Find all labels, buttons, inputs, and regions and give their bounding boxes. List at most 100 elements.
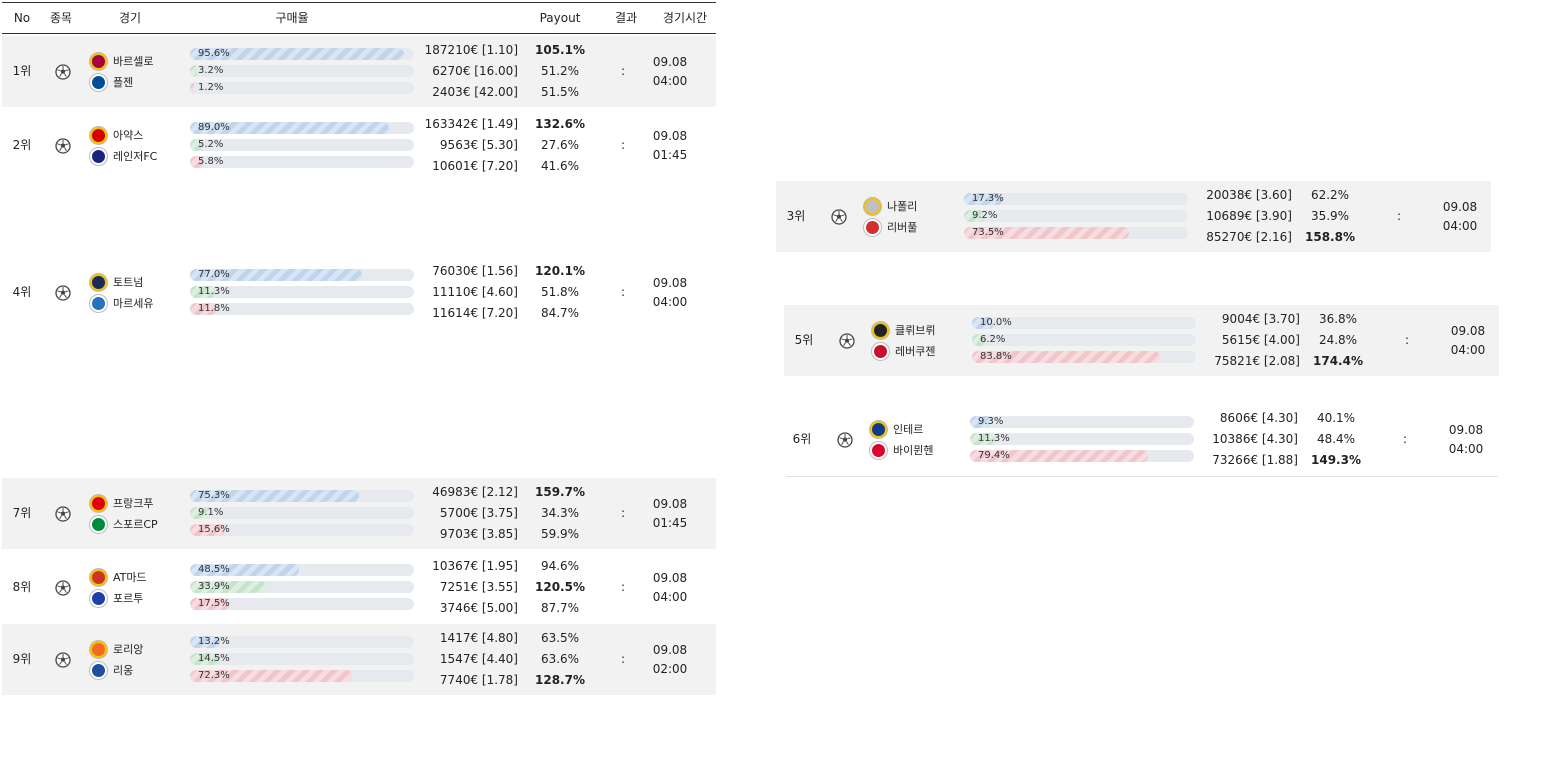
away-team[interactable]: 스포르CP (90, 515, 158, 533)
bet-amount: 163342€ [1.49] (424, 117, 518, 131)
match-time: 09.08 01:45 (640, 478, 700, 549)
club-brugge-logo-icon (872, 321, 889, 339)
buy-rate-fill (190, 286, 216, 298)
buy-rate-fill (190, 303, 217, 315)
buy-rate-fill (964, 210, 985, 222)
table-row[interactable]: 3위 나폴리 리버풀 17.3% 9.2% 73.5% 20038€ [3.60] 10689… (776, 181, 1491, 252)
rank-cell: 3위 (786, 209, 806, 223)
buy-rate-bar: 33.9% (190, 581, 414, 593)
away-team[interactable]: 리버풀 (864, 218, 917, 236)
buy-rate-percent: 33.9% (198, 581, 230, 592)
result-cell: : (620, 580, 626, 594)
home-team[interactable]: 나폴리 (864, 197, 917, 215)
match-clock: 02:00 (652, 661, 688, 676)
buy-rate-bar: 10.0% (972, 317, 1196, 329)
payouts-cell: 40.1% 48.4% 149.3% (1306, 404, 1366, 475)
buy-rate-bar: 17.5% (190, 598, 414, 610)
table-row[interactable]: 8위 AT마드 포르투 48.5% 33.9% 17.5% 10367€ [1.95] 725… (2, 552, 716, 623)
sport-cell (48, 36, 78, 107)
bet-amount: 9004€ [3.70] (1221, 312, 1300, 326)
buy-rate-percent: 13.2% (198, 636, 230, 647)
table-row[interactable]: 7위 프랑크푸 스포르CP 75.3% 9.1% 15.6% 46983€ [2.12] 57… (2, 478, 716, 549)
home-team-name: AT마드 (113, 571, 147, 584)
result-cell: : (1404, 333, 1410, 347)
buy-rate-bar: 79.4% (970, 450, 1194, 462)
payout-value: 51.8% (540, 285, 580, 299)
away-team[interactable]: 리옹 (90, 661, 133, 679)
match-clock: 01:45 (652, 147, 688, 162)
home-team[interactable]: 토트넘 (90, 273, 143, 291)
table-row[interactable]: 5위 클뤼브뤼 레버쿠젠 10.0% 6.2% 83.8% 9004€ [3.70] 5615… (784, 305, 1499, 376)
buy-rate-fill (190, 156, 203, 168)
match-clock: 04:00 (652, 73, 688, 88)
bet-amount: 20038€ [3.60] (1206, 188, 1292, 202)
col-time: 경기시간 (662, 11, 708, 25)
buy-rate-fill (190, 524, 225, 536)
away-team[interactable]: 레버쿠젠 (872, 342, 935, 360)
payout-value: 51.2% (540, 64, 580, 78)
payout-value: 41.6% (540, 159, 580, 173)
match-time: 09.08 04:00 (1436, 404, 1496, 475)
away-team-name: 마르세유 (113, 297, 154, 310)
buy-rate-fill (964, 193, 1003, 205)
away-team[interactable]: 포르투 (90, 589, 143, 607)
away-team-name: 바이뮌헨 (893, 444, 934, 457)
home-team[interactable]: 프랑크푸 (90, 494, 153, 512)
table-row[interactable]: 6위 인테르 바이뮌헨 9.3% 11.3% 79.4% 8606€ [4.30] 10386… (782, 404, 1497, 475)
payouts-cell: 120.1% 51.8% 84.7% (530, 257, 590, 328)
away-team[interactable]: 바이뮌헨 (870, 441, 933, 459)
home-team[interactable]: AT마드 (90, 568, 147, 586)
bet-amounts: 9004€ [3.70] 5615€ [4.00] 75821€ [2.08] (1160, 305, 1300, 376)
buy-rate-bars: 17.3% 9.2% 73.5% (964, 181, 1188, 252)
payout-value: 87.7% (540, 601, 580, 615)
payout-value: 159.7% (535, 485, 585, 499)
rank-cell: 4위 (12, 285, 32, 299)
buy-rate-percent: 6.2% (980, 334, 1006, 345)
home-team[interactable]: 바르셀로 (90, 52, 153, 70)
payout-value: 128.7% (535, 673, 585, 687)
away-team[interactable]: 레인저FC (90, 147, 157, 165)
buy-rate-percent: 48.5% (198, 564, 230, 575)
payouts-cell: 63.5% 63.6% 128.7% (530, 624, 590, 695)
buy-rate-percent: 89.0% (198, 122, 230, 133)
match-date: 09.08 (1442, 199, 1478, 214)
match-date: 09.08 (652, 128, 688, 143)
table-row[interactable]: 1위 바르셀로 플젠 95.6% 3.2% 1.2% 187210€ [1.10] 6270€… (2, 36, 716, 107)
buy-rate-percent: 9.2% (972, 210, 998, 221)
bet-amounts: 76030€ [1.56] 11110€ [4.60] 11614€ [7.20] (378, 257, 518, 328)
home-team-name: 클뤼브뤼 (895, 324, 936, 337)
table-row[interactable]: 2위 아약스 레인저FC 89.0% 5.2% 5.8% 163342€ [1.49] 956… (2, 110, 716, 181)
buy-rate-bar: 83.8% (972, 351, 1196, 363)
buy-rate-percent: 79.4% (978, 450, 1010, 461)
table-header: No 종목 경기 구매율 Payout 결과 경기시간 (2, 2, 716, 34)
payout-value: 94.6% (540, 559, 580, 573)
soccer-ball-icon (55, 284, 71, 301)
home-team-name: 나폴리 (887, 200, 918, 213)
home-team[interactable]: 아약스 (90, 126, 143, 144)
rank-cell: 7위 (12, 506, 32, 520)
buy-rate-bar: 75.3% (190, 490, 414, 502)
away-team[interactable]: 마르세유 (90, 294, 153, 312)
lyon-logo-icon (90, 661, 107, 679)
away-team[interactable]: 플젠 (90, 73, 133, 91)
bet-amounts: 10367€ [1.95] 7251€ [3.55] 3746€ [5.00] (378, 552, 518, 623)
table-row[interactable]: 9위 로리앙 리옹 13.2% 14.5% 72.3% 1417€ [4.80] 1547€ … (2, 624, 716, 695)
payout-value: 36.8% (1318, 312, 1358, 326)
buy-rate-percent: 1.2% (198, 82, 224, 93)
buy-rate-percent: 15.6% (198, 524, 230, 535)
home-team[interactable]: 클뤼브뤼 (872, 321, 935, 339)
buy-rate-fill (970, 433, 996, 445)
bet-amounts: 163342€ [1.49] 9563€ [5.30] 10601€ [7.20] (378, 110, 518, 181)
buy-rate-fill (190, 564, 299, 576)
table-row[interactable]: 4위 토트넘 마르세유 77.0% 11.3% 11.8% 76030€ [1.56] 111… (2, 257, 716, 328)
match-time: 09.08 04:00 (1438, 305, 1498, 376)
buy-rate-bar: 11.8% (190, 303, 414, 315)
home-team[interactable]: 인테르 (870, 420, 923, 438)
home-team[interactable]: 로리앙 (90, 640, 143, 658)
home-team-name: 바르셀로 (113, 55, 154, 68)
bet-amounts: 1417€ [4.80] 1547€ [4.40] 7740€ [1.78] (378, 624, 518, 695)
bet-amount: 10367€ [1.95] (432, 559, 518, 573)
payouts-cell: 62.2% 35.9% 158.8% (1300, 181, 1360, 252)
